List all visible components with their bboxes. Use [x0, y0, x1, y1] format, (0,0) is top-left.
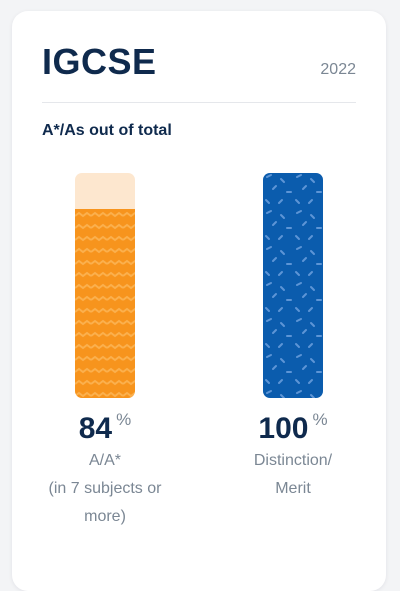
confetti-icon	[263, 173, 323, 398]
stat-label-line: A/A*	[88, 452, 121, 469]
stat-value: 84	[78, 412, 113, 445]
stat-label-line: Distinction/	[253, 452, 333, 469]
stat-label-line: Merit	[275, 480, 311, 497]
stat-unit: %	[312, 410, 328, 429]
progress-bar-distinction	[263, 173, 323, 398]
card-subtitle: A*/As out of total	[42, 122, 172, 139]
stat-a-grades: 84% A/A* (in 7 subjects or more)	[30, 410, 180, 531]
card-title: IGCSE	[42, 41, 157, 82]
progress-bar-a-grades	[75, 173, 135, 398]
divider	[42, 102, 356, 103]
stat-label-line: more)	[84, 508, 126, 525]
results-card: IGCSE 2022 A*/As out of total	[12, 11, 386, 591]
zigzag-icon	[75, 173, 135, 398]
stat-label-line: (in 7 subjects or	[48, 480, 162, 497]
stat-distinction: 100% Distinction/ Merit	[218, 410, 368, 503]
stat-value: 100	[258, 412, 309, 445]
stat-unit: %	[116, 410, 132, 429]
year-label: 2022	[320, 61, 356, 78]
